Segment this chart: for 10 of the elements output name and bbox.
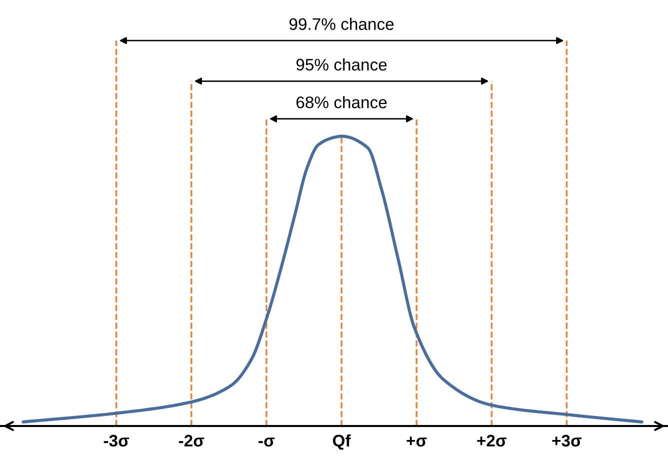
x-tick-label: +2σ [477,434,506,447]
x-tick-label: +3σ [552,434,582,447]
x-tick-label: +σ [406,436,427,447]
x-tick-label: -3σ [104,434,130,447]
text: 99.7% chance [289,18,394,30]
x-tick-label: -σ [258,438,275,447]
text: 68% chance [296,96,387,108]
text: 95% chance [296,58,387,71]
x-tick-label: -2σ [178,434,204,447]
x-tick-label: Qf [332,434,351,450]
